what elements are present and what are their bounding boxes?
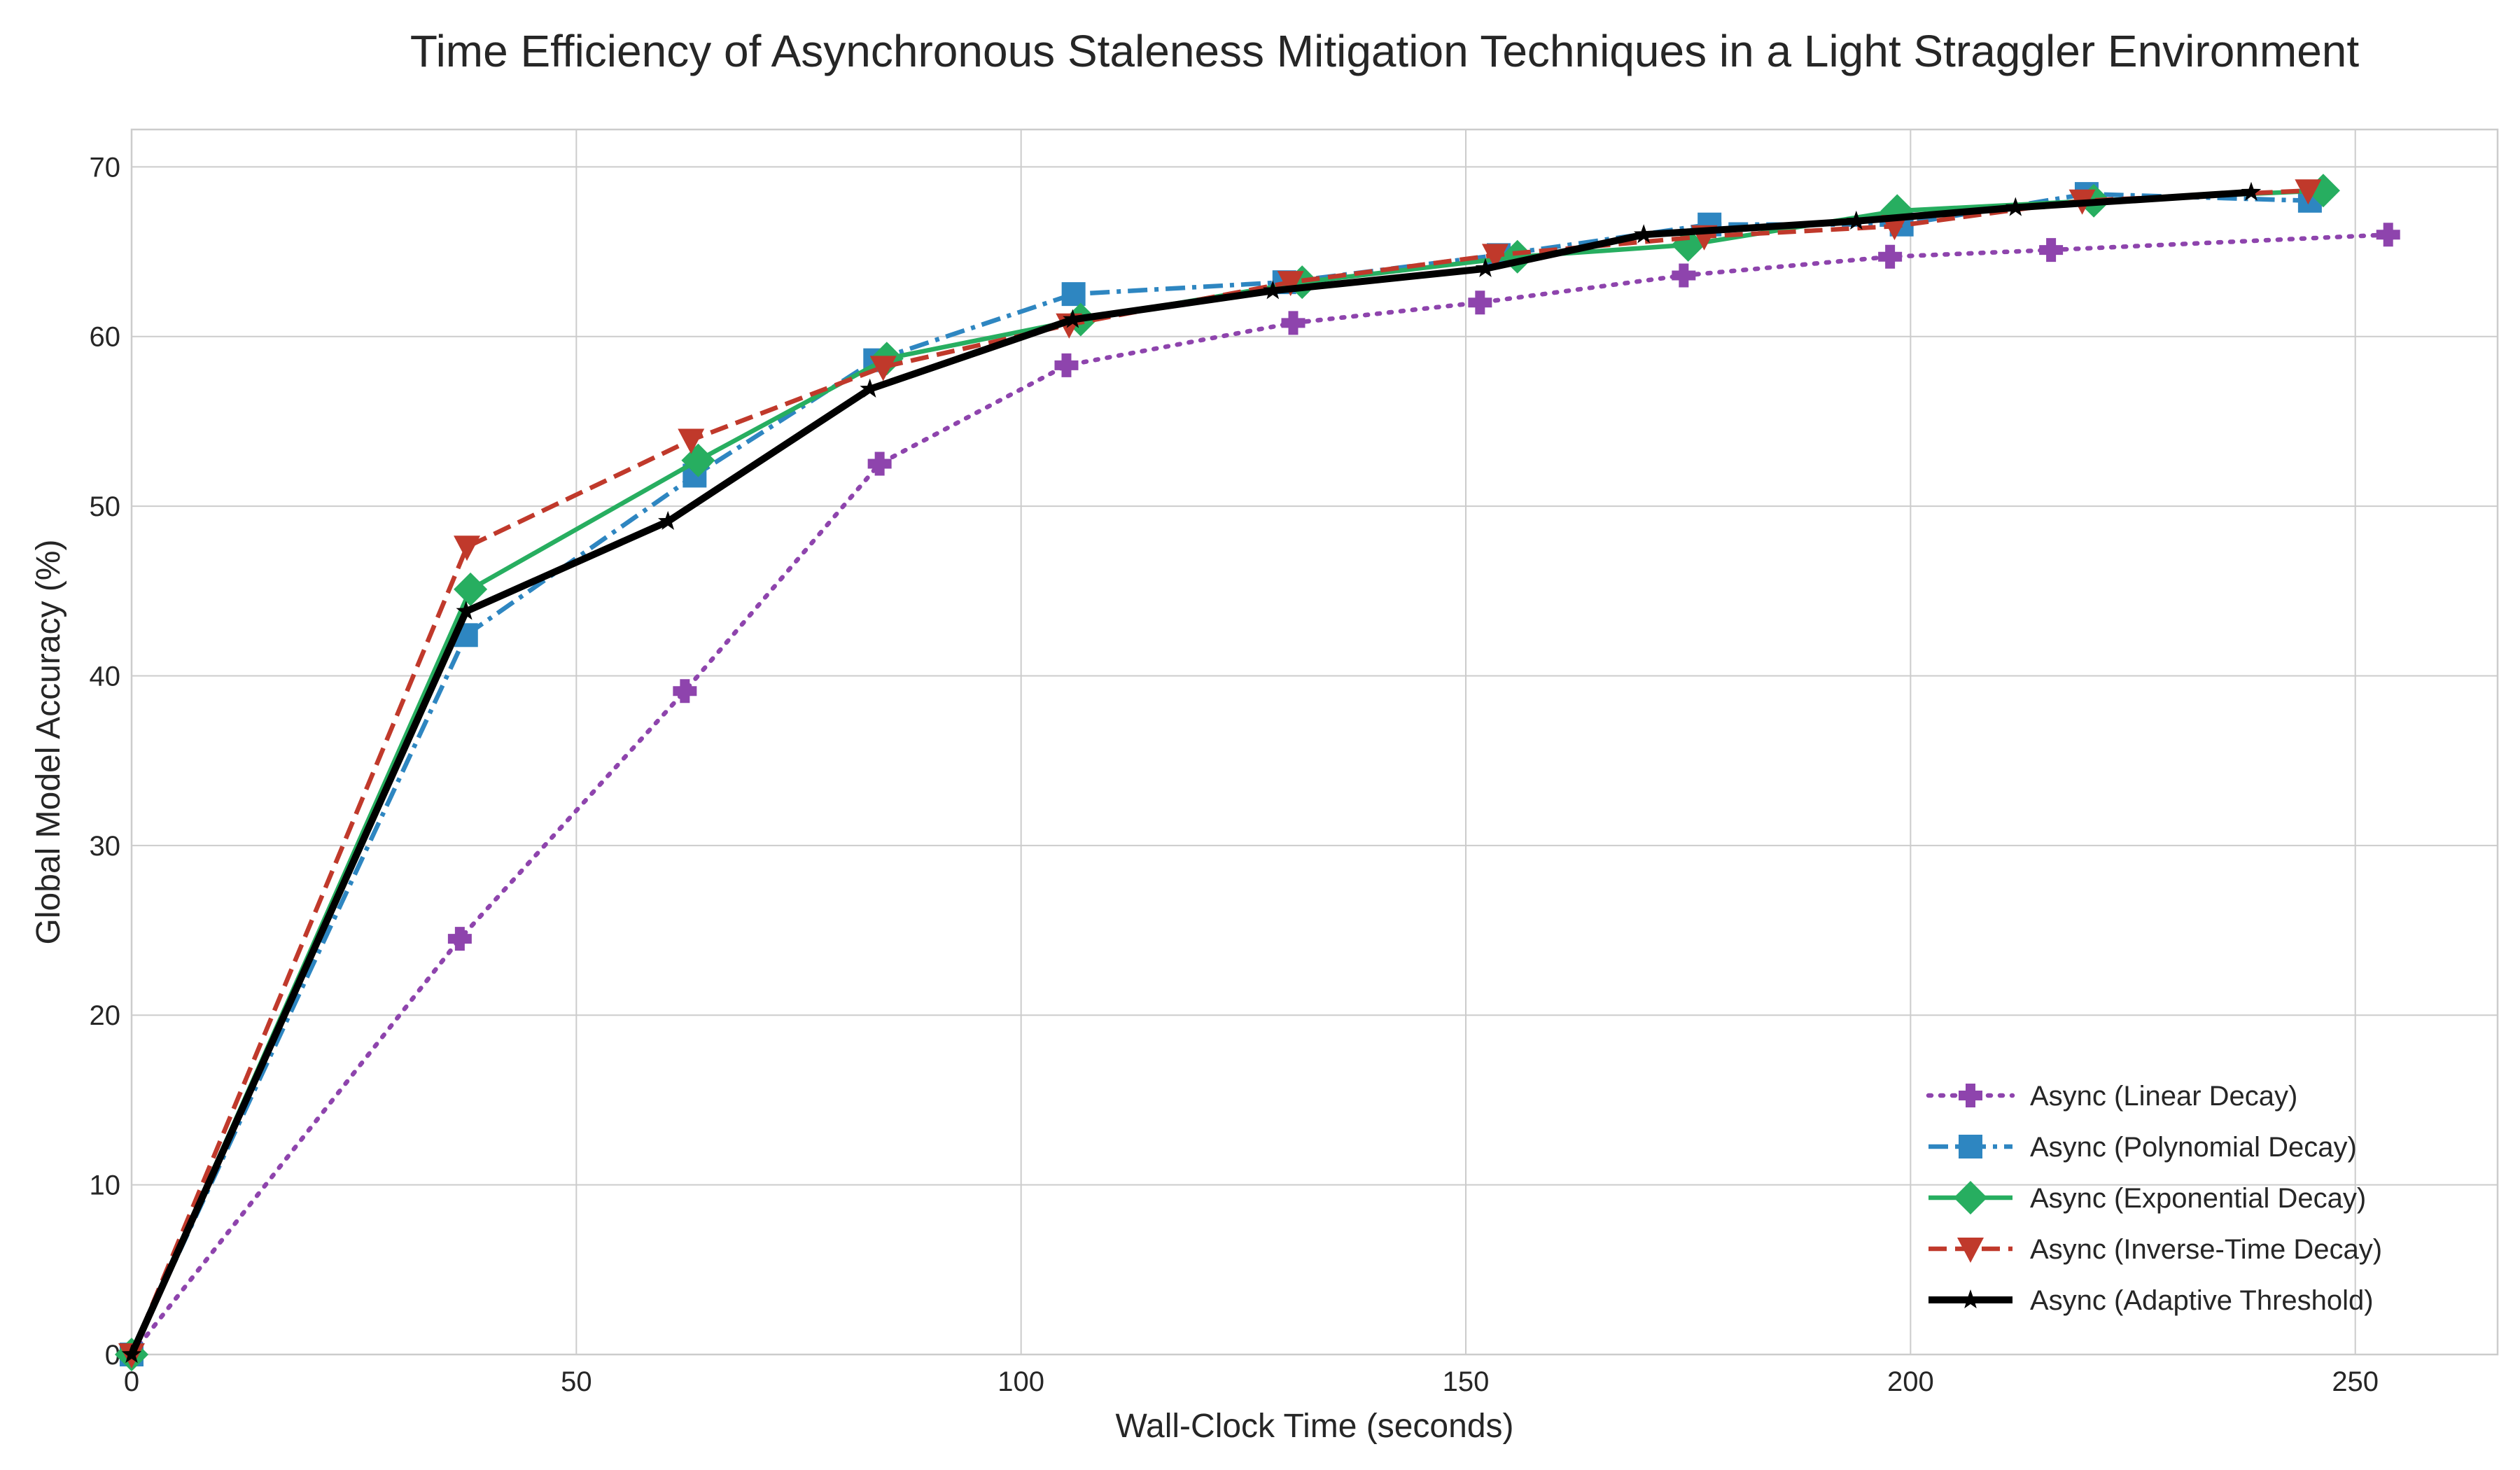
data-point: [1468, 290, 1492, 315]
series-layer: [115, 174, 2400, 1371]
y-tick-label: 60: [90, 322, 121, 353]
data-point: [1672, 263, 1696, 288]
series-1: [120, 223, 2400, 1366]
data-point: [2241, 181, 2262, 201]
data-point: [2039, 238, 2064, 262]
x-axis-label: Wall-Clock Time (seconds): [1116, 1408, 1514, 1445]
chart-title: Time Efficiency of Asynchronous Stalenes…: [410, 26, 2360, 76]
data-point: [121, 1344, 142, 1364]
series-5: [121, 181, 2262, 1364]
y-tick-label: 70: [90, 152, 121, 183]
data-point: [454, 536, 481, 561]
y-tick-label: 0: [105, 1340, 120, 1371]
data-point: [1061, 282, 1086, 307]
data-point: [2376, 223, 2400, 247]
data-point: [673, 679, 697, 704]
legend-label: Async (Polynomial Decay): [2030, 1132, 2357, 1163]
legend-item: Async (Linear Decay): [1926, 1081, 2297, 1112]
data-point: [1633, 224, 1654, 244]
data-point: [456, 601, 476, 620]
data-point: [447, 927, 472, 951]
x-tick-label: 50: [561, 1366, 592, 1397]
data-point: [1481, 244, 1508, 270]
data-point: [1281, 311, 1306, 335]
legend-marker: [1954, 1181, 1987, 1214]
y-tick-label: 50: [90, 491, 121, 522]
legend-label: Async (Linear Decay): [2030, 1081, 2297, 1112]
legend-label: Async (Adaptive Threshold): [2030, 1285, 2374, 1316]
legend-marker: [1957, 1238, 1984, 1263]
x-tick-label: 0: [124, 1366, 139, 1397]
data-point: [1054, 353, 1079, 377]
legend-label: Async (Inverse-Time Decay): [2030, 1234, 2382, 1265]
data-point: [869, 356, 897, 382]
legend-label: Async (Exponential Decay): [2030, 1183, 2366, 1214]
data-point: [678, 428, 705, 454]
legend-item: Async (Polynomial Decay): [1928, 1132, 2357, 1163]
x-tick-label: 200: [1887, 1366, 1934, 1397]
data-point: [2005, 197, 2026, 216]
data-point: [454, 572, 488, 606]
y-axis-label: Global Model Accuracy (%): [30, 540, 67, 945]
legend-item: Async (Adaptive Threshold): [1928, 1285, 2374, 1316]
axis-ticks: 0 50 100 150 200 250 0 10 20 30 40 50 60 70: [90, 152, 2379, 1397]
legend: Async (Linear Decay) Async (Polynomial De…: [1926, 1081, 2382, 1316]
x-tick-label: 100: [997, 1366, 1044, 1397]
plot-frame: [130, 128, 2499, 1356]
y-tick-label: 20: [90, 1000, 121, 1031]
legend-item: Async (Exponential Decay): [1928, 1181, 2366, 1214]
data-point: [1878, 244, 1903, 269]
data-point: [1063, 309, 1083, 328]
y-tick-label: 40: [90, 661, 121, 692]
data-point: [681, 443, 715, 477]
legend-item: Async (Inverse-Time Decay): [1928, 1234, 2382, 1265]
data-point: [1263, 280, 1283, 300]
data-point: [1846, 210, 1867, 230]
legend-marker: [1959, 1135, 1982, 1158]
x-tick-label: 250: [2332, 1366, 2379, 1397]
data-point: [860, 378, 880, 398]
y-tick-label: 30: [90, 831, 121, 862]
data-point: [1277, 271, 1304, 297]
y-tick-label: 10: [90, 1170, 121, 1201]
legend-marker: [1959, 1084, 1982, 1107]
data-point: [867, 451, 892, 476]
data-point: [1475, 258, 1496, 277]
data-point: [658, 510, 678, 530]
x-tick-label: 150: [1443, 1366, 1490, 1397]
data-point: [2295, 179, 2322, 205]
legend-marker: [1960, 1289, 1981, 1309]
